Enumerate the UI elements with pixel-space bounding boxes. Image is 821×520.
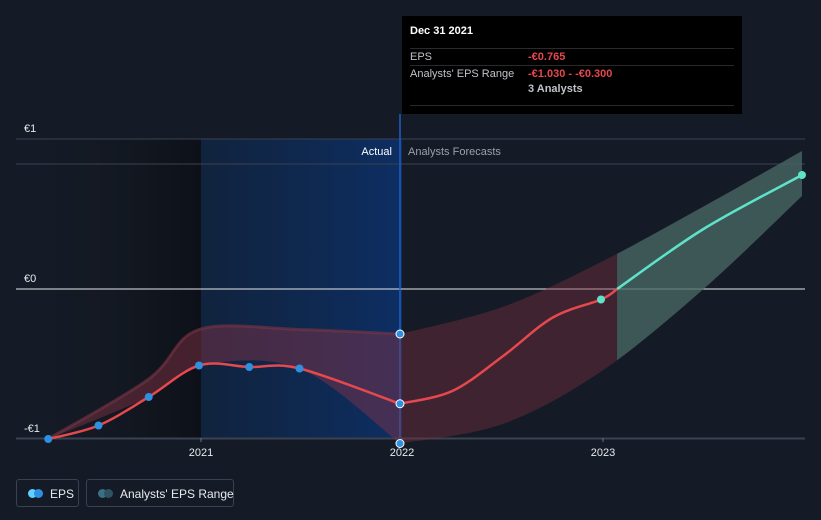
- tooltip: Dec 31 2021 EPS -€0.765 Analysts' EPS Ra…: [402, 16, 742, 114]
- eps-point: [94, 421, 103, 430]
- tooltip-eps-value: -€0.765: [528, 51, 566, 63]
- eps-point: [395, 399, 405, 409]
- forecast-end-point: [797, 171, 806, 179]
- forecast-label: Analysts Forecasts: [408, 146, 501, 158]
- eps-point: [194, 361, 203, 370]
- tooltip-divider: [410, 105, 734, 106]
- eps-point: [144, 393, 153, 401]
- tooltip-range-label: Analysts' EPS Range: [410, 68, 515, 80]
- eps-legend-icon: [28, 489, 44, 498]
- eps-point: [295, 364, 304, 373]
- x-tick-label: 2022: [390, 447, 414, 459]
- forecast-positive-band: [617, 151, 802, 361]
- eps-forecast-positive-line: [616, 173, 803, 291]
- range-low-point: [395, 439, 405, 448]
- eps-point: [245, 363, 254, 371]
- eps-chart: €1 €0 -€1 2021 2022 2023 Actual Analysts Forec…: [16, 114, 806, 459]
- legend-eps[interactable]: EPS: [16, 479, 79, 507]
- actual-label: Actual: [361, 146, 392, 158]
- x-tick-label: 2023: [591, 447, 615, 459]
- range-high-point: [395, 329, 405, 339]
- tooltip-date: Dec 31 2021: [410, 25, 473, 37]
- tooltip-eps-row: EPS -€0.765: [410, 48, 734, 65]
- eps-point: [44, 435, 53, 443]
- legend-range-label: Analysts' EPS Range: [120, 487, 234, 501]
- y-tick-label: €0: [24, 273, 36, 285]
- y-tick-label: -€1: [24, 423, 40, 435]
- forecast-point: [596, 295, 605, 304]
- tooltip-eps-label: EPS: [410, 51, 433, 63]
- range-legend-icon: [98, 489, 114, 498]
- actual-range-band: [48, 325, 400, 444]
- actual-range-upper-edge: [47, 324, 401, 441]
- x-tick-label: 2021: [189, 447, 213, 459]
- tooltip-range-row: Analysts' EPS Range -€1.030 - -€0.300: [410, 65, 734, 82]
- legend-range[interactable]: Analysts' EPS Range: [86, 479, 234, 507]
- y-tick-label: €1: [24, 123, 36, 135]
- tooltip-range-value: -€1.030 - -€0.300: [528, 68, 613, 80]
- tooltip-analysts-row: 3 Analysts: [410, 81, 734, 97]
- tooltip-analysts: 3 Analysts: [528, 83, 583, 95]
- legend-eps-label: EPS: [50, 487, 75, 501]
